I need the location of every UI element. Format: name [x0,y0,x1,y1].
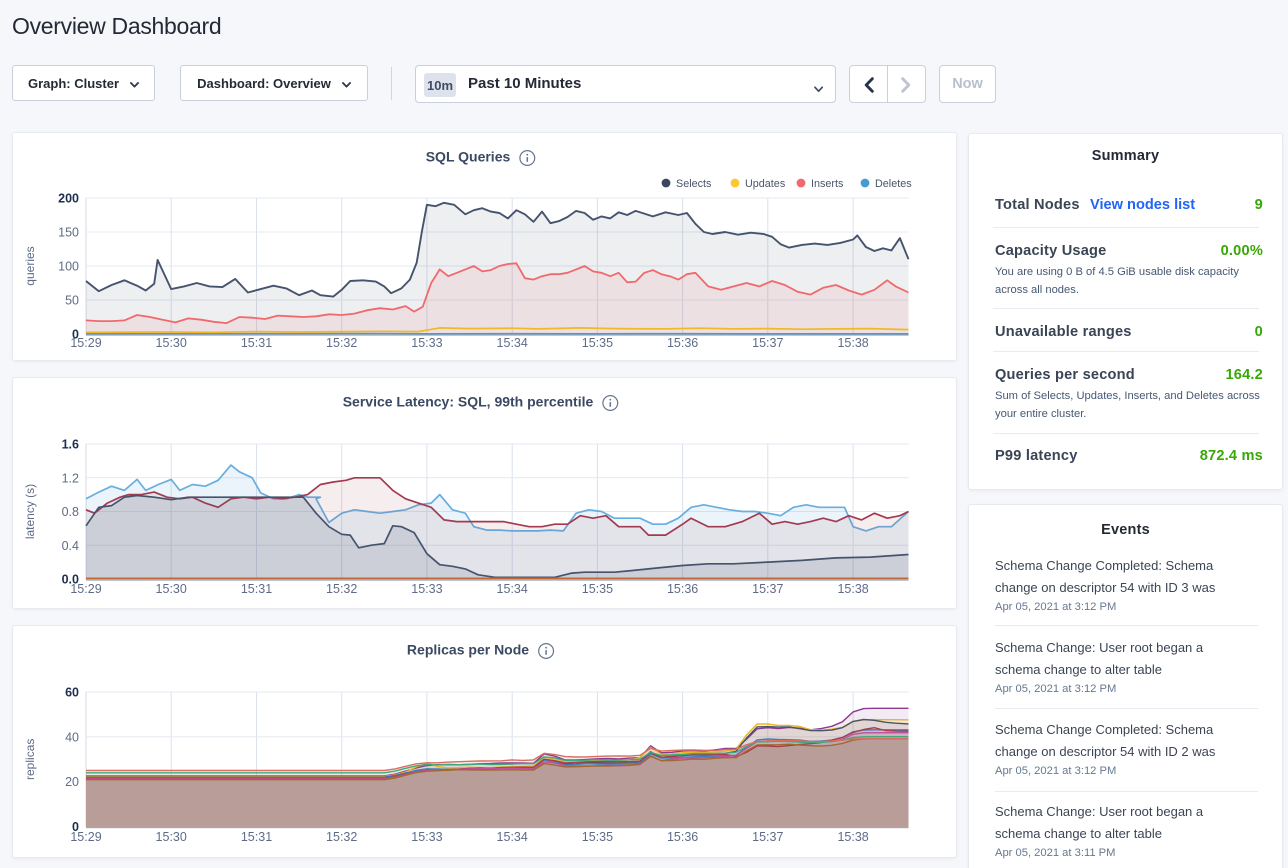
svg-text:1.2: 1.2 [62,471,79,485]
svg-text:15:38: 15:38 [837,336,868,350]
svg-text:15:37: 15:37 [752,336,783,350]
svg-text:15:30: 15:30 [156,830,187,844]
svg-text:15:34: 15:34 [497,336,528,350]
svg-text:150: 150 [58,226,79,240]
svg-text:15:35: 15:35 [582,582,613,596]
svg-text:15:35: 15:35 [582,336,613,350]
svg-text:Inserts: Inserts [811,178,844,190]
svg-text:15:37: 15:37 [752,830,783,844]
svg-text:15:37: 15:37 [752,582,783,596]
svg-text:15:36: 15:36 [667,336,698,350]
svg-text:15:36: 15:36 [667,582,698,596]
svg-text:60: 60 [65,686,79,700]
svg-text:15:32: 15:32 [326,582,357,596]
svg-text:SQL Queries: SQL Queries [426,149,511,165]
svg-text:15:38: 15:38 [837,582,868,596]
svg-text:50: 50 [65,294,79,308]
svg-text:15:29: 15:29 [70,336,101,350]
svg-text:20: 20 [65,775,79,789]
svg-text:15:32: 15:32 [326,336,357,350]
svg-text:0: 0 [72,328,79,342]
svg-text:0: 0 [72,820,79,834]
svg-text:15:30: 15:30 [156,582,187,596]
svg-text:15:35: 15:35 [582,830,613,844]
svg-text:0.8: 0.8 [62,505,79,519]
svg-text:15:38: 15:38 [837,830,868,844]
svg-text:15:29: 15:29 [70,830,101,844]
svg-text:100: 100 [58,260,79,274]
svg-text:15:29: 15:29 [70,582,101,596]
svg-text:15:33: 15:33 [411,830,442,844]
svg-text:15:31: 15:31 [241,582,272,596]
svg-text:latency (s): latency (s) [23,484,37,539]
svg-text:15:33: 15:33 [411,582,442,596]
svg-text:200: 200 [58,192,79,206]
svg-text:Service Latency: SQL, 99th per: Service Latency: SQL, 99th percentile [343,394,594,410]
svg-text:Updates: Updates [745,178,786,190]
svg-text:15:31: 15:31 [241,830,272,844]
svg-text:Selects: Selects [676,178,712,190]
svg-text:40: 40 [65,730,79,744]
svg-text:15:36: 15:36 [667,830,698,844]
svg-text:15:34: 15:34 [497,582,528,596]
svg-text:Replicas per Node: Replicas per Node [407,642,529,658]
svg-text:15:34: 15:34 [497,830,528,844]
svg-text:0.0: 0.0 [62,573,79,587]
svg-text:Deletes: Deletes [875,178,912,190]
svg-text:1.6: 1.6 [62,438,79,452]
svg-text:replicas: replicas [23,739,37,780]
svg-text:15:30: 15:30 [156,336,187,350]
svg-text:15:33: 15:33 [411,336,442,350]
svg-text:queries: queries [23,246,37,285]
svg-text:15:32: 15:32 [326,830,357,844]
svg-text:15:31: 15:31 [241,336,272,350]
svg-text:0.4: 0.4 [62,539,79,553]
